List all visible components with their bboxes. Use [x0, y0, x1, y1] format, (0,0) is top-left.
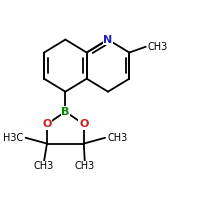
Text: H3C: H3C	[3, 133, 24, 143]
Text: CH3: CH3	[148, 42, 168, 52]
Text: CH3: CH3	[75, 161, 95, 171]
Text: CH3: CH3	[107, 133, 127, 143]
Text: O: O	[42, 119, 52, 129]
Text: CH3: CH3	[34, 161, 54, 171]
Text: O: O	[79, 119, 88, 129]
Text: B: B	[61, 107, 70, 117]
Text: N: N	[103, 35, 113, 45]
